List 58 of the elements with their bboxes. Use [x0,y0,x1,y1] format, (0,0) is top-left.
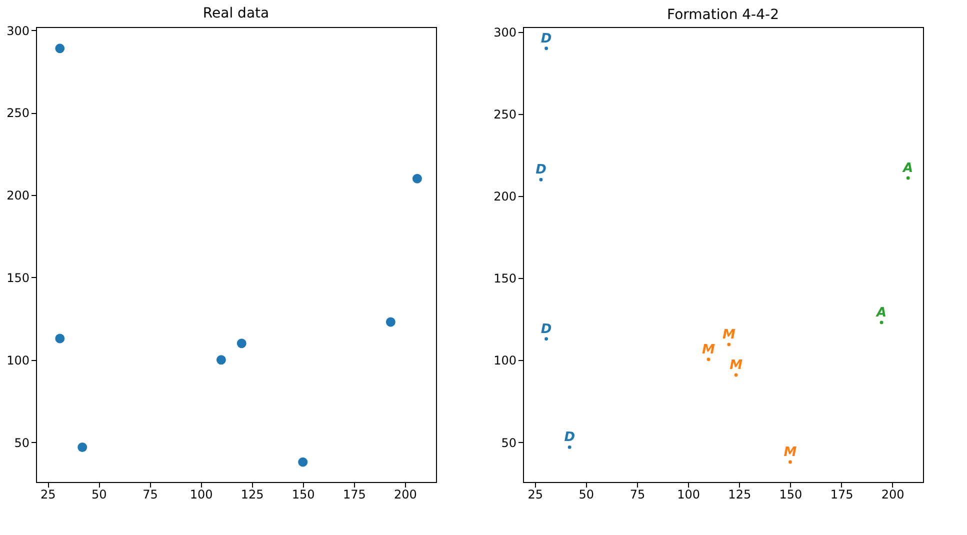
chart-title: Formation 4-4-2 [667,6,779,23]
chart-title: Real data [202,5,270,22]
point [788,460,792,464]
x-tick-label: 50 [578,488,594,502]
y-tick-label: 150 [494,272,516,286]
y-tick-label: 100 [494,354,516,368]
point [568,445,572,449]
x-tick-label: 75 [142,488,158,502]
text: M [722,327,736,342]
x-tick-label: 50 [92,488,107,502]
point [386,317,396,327]
x-tick-label: 100 [190,488,213,502]
series-label: M [784,444,797,460]
y-tick-label: 100 [6,353,30,368]
point [906,176,910,180]
text: M [702,342,715,358]
point [55,334,65,344]
x-tick-label: 175 [342,488,366,502]
text: D [540,31,552,46]
point [298,457,308,467]
x-tick-label: 125 [728,488,752,502]
text: D [536,162,546,178]
x-tick-label: 200 [394,488,417,502]
x-tick-label: 150 [292,488,315,502]
y-tick-label: 50 [14,436,30,450]
point [412,174,422,184]
point [216,355,226,365]
point [706,358,710,362]
y-tick-label: 200 [6,188,30,203]
point [544,46,548,50]
x-tick-label: 25 [528,488,543,502]
y-tick-label: 300 [6,24,30,38]
text: D [564,430,575,446]
y-tick-label: 50 [501,436,516,450]
y-tick-label: 300 [494,25,516,40]
point [236,338,246,348]
x-tick-label: 100 [677,488,700,502]
x-tick-label: 150 [779,488,802,502]
text: A [903,161,914,176]
y-tick-label: 250 [494,107,516,122]
x-tick-label: 25 [40,488,56,502]
point [734,373,738,377]
x-tick-label: 75 [630,488,646,502]
series-label: A [876,305,887,320]
point [880,320,884,324]
y-tick-label: 250 [6,106,30,120]
y-tick-label: 200 [494,190,516,204]
point [78,442,88,452]
x-tick-label: 200 [881,488,904,502]
point [55,44,65,54]
y-tick-label: 150 [6,270,30,285]
point [727,342,731,346]
x-tick-label: 175 [830,488,854,502]
x-tick-label: 125 [240,488,264,502]
series-label: D [540,322,552,337]
point [544,337,548,341]
text: M [730,358,743,373]
point [539,178,543,182]
